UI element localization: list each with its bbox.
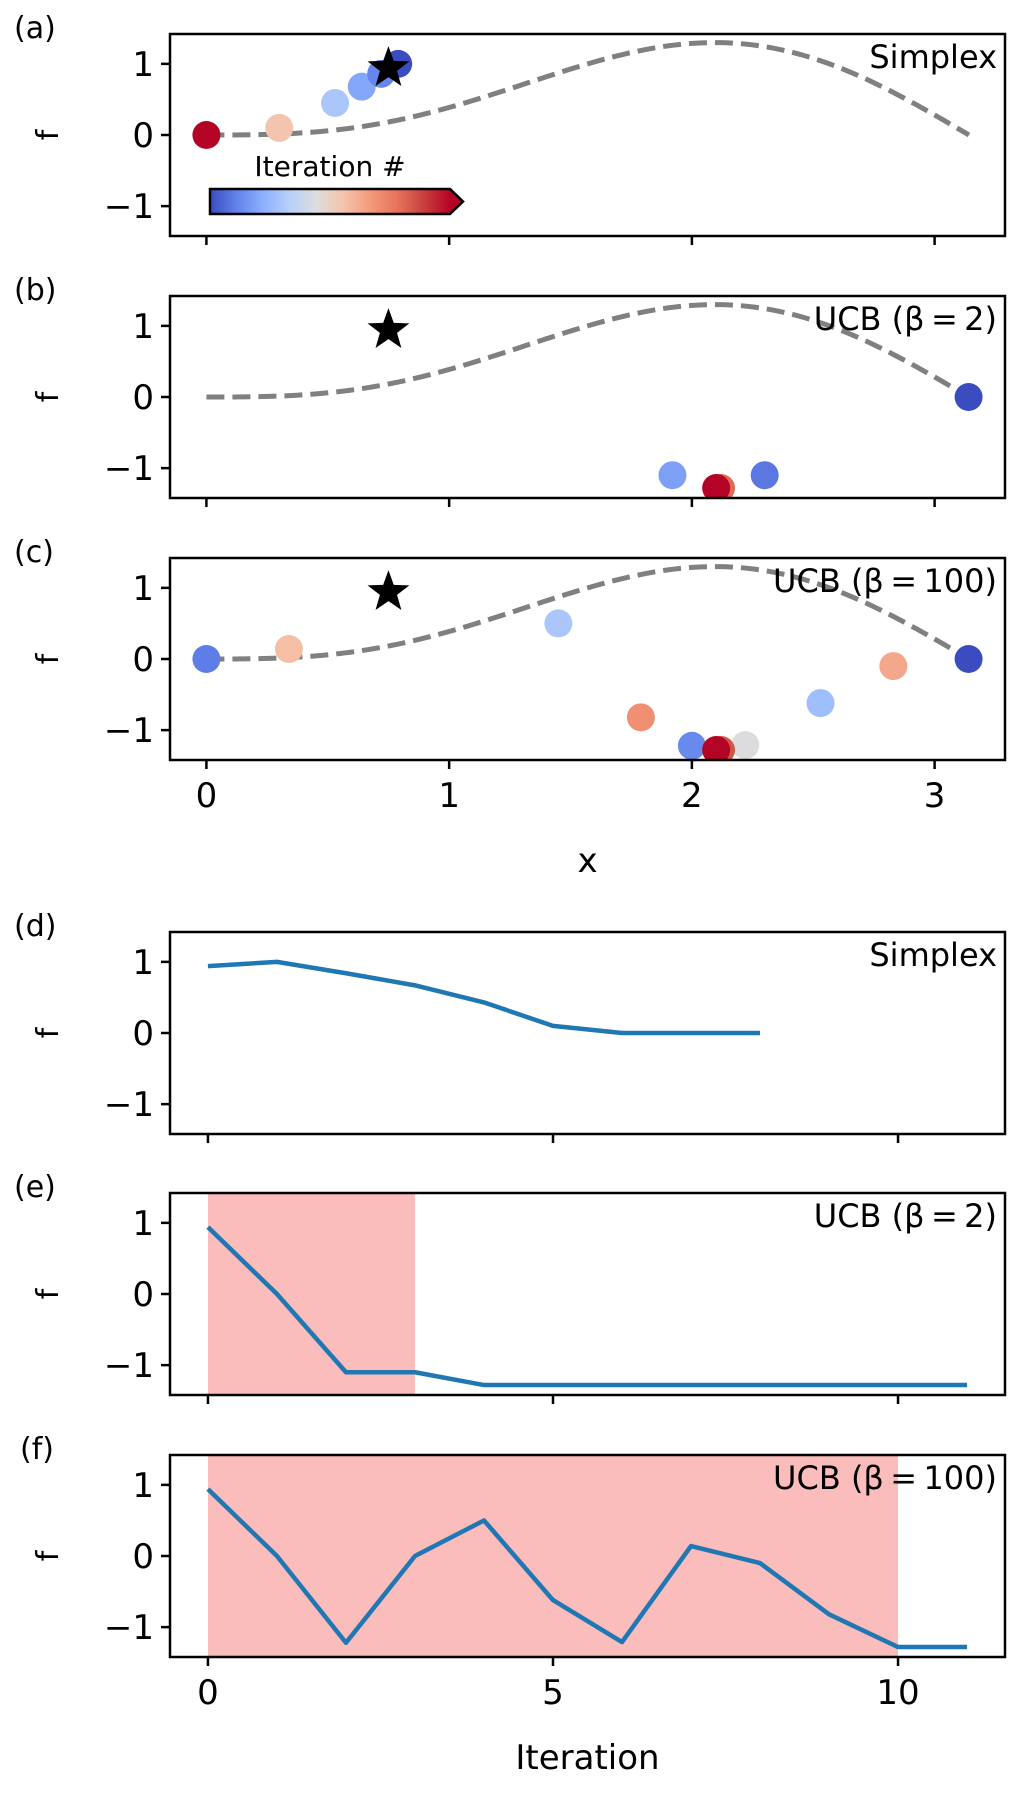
series-line bbox=[206, 1225, 968, 1388]
sample-point bbox=[806, 689, 835, 718]
y-axis-label: f bbox=[31, 390, 66, 402]
sample-point bbox=[954, 383, 983, 411]
sample-point bbox=[658, 461, 687, 490]
panel-a: Iteration # −1 0 1 (a) Simplex f bbox=[14, 11, 1007, 245]
shaded-region bbox=[207, 1455, 899, 1657]
x-tick-label: 10 bbox=[876, 1673, 919, 1713]
sample-point bbox=[731, 731, 760, 760]
panel-label: (c) bbox=[14, 535, 54, 570]
sample-point bbox=[677, 731, 706, 760]
y-axis-label: f bbox=[31, 1549, 66, 1561]
y-axis-label: f bbox=[31, 652, 66, 664]
panel-c: −1 0 1 0 1 2 3 (c) UCB (β = 100) f x bbox=[14, 535, 1007, 881]
y-tick-label: 1 bbox=[132, 45, 154, 85]
y-tick-label: −1 bbox=[104, 1085, 154, 1125]
x-tick-label: 0 bbox=[196, 776, 218, 816]
sample-point bbox=[274, 635, 303, 664]
panel-label: (b) bbox=[14, 273, 56, 308]
sample-point bbox=[626, 703, 655, 732]
shaded-region bbox=[207, 1193, 415, 1395]
plot-area bbox=[206, 302, 983, 498]
y-tick-label: 1 bbox=[132, 1204, 154, 1244]
series-line bbox=[206, 1487, 968, 1650]
sample-point bbox=[879, 652, 908, 681]
optimum-star bbox=[367, 46, 410, 86]
optimum-star bbox=[367, 570, 410, 610]
panel-d: −1 0 1 (d) Simplex f bbox=[14, 909, 1007, 1143]
sample-point bbox=[954, 645, 983, 673]
sample-point bbox=[544, 609, 573, 638]
method-label: UCB (β = 100) bbox=[773, 562, 997, 600]
y-tick-label: 0 bbox=[132, 1014, 154, 1054]
panel-label: (a) bbox=[14, 11, 56, 46]
panel-label: (e) bbox=[14, 1170, 56, 1205]
x-tick-label: 5 bbox=[542, 1673, 564, 1713]
sample-point bbox=[265, 113, 294, 142]
colorbar-title: Iteration # bbox=[254, 150, 405, 183]
panel-label: (d) bbox=[14, 909, 56, 944]
method-label: UCB (β = 2) bbox=[814, 300, 997, 338]
panel-b: −1 0 1 (b) UCB (β = 2) f bbox=[14, 273, 1007, 507]
x-axis-label: x bbox=[577, 841, 597, 881]
y-tick-label: −1 bbox=[104, 1608, 154, 1648]
sample-point bbox=[192, 645, 221, 673]
x-tick-label: 3 bbox=[924, 776, 946, 816]
sample-point bbox=[750, 461, 779, 490]
colorbar-extend-arrow bbox=[450, 189, 463, 214]
x-axis-label: Iteration bbox=[515, 1738, 659, 1778]
method-label: Simplex bbox=[869, 936, 997, 974]
y-tick-label: 0 bbox=[132, 116, 154, 156]
y-tick-label: −1 bbox=[104, 449, 154, 489]
objective-curve bbox=[206, 302, 971, 400]
sample-point bbox=[192, 121, 221, 149]
method-label: Simplex bbox=[869, 38, 997, 76]
y-tick-label: 1 bbox=[132, 943, 154, 983]
y-tick-label: −1 bbox=[104, 711, 154, 751]
panel-label: (f) bbox=[20, 1432, 54, 1467]
sample-point bbox=[702, 474, 731, 498]
colorbar-outline bbox=[208, 187, 465, 216]
y-tick-label: 0 bbox=[132, 1275, 154, 1315]
sample-point bbox=[702, 736, 731, 760]
y-tick-label: 0 bbox=[132, 378, 154, 418]
panel-e: −1 0 1 (e) UCB (β = 2) f bbox=[14, 1170, 1007, 1404]
plot-area bbox=[206, 1455, 968, 1657]
method-label: UCB (β = 2) bbox=[814, 1197, 997, 1235]
plot-area bbox=[207, 959, 761, 1036]
y-tick-label: 1 bbox=[132, 569, 154, 609]
y-tick-label: 0 bbox=[132, 640, 154, 680]
plot-area bbox=[206, 1193, 968, 1395]
method-label: UCB (β = 100) bbox=[773, 1459, 997, 1497]
x-tick-label: 0 bbox=[197, 1673, 219, 1713]
y-tick-label: −1 bbox=[104, 1346, 154, 1386]
y-axis-label: f bbox=[31, 1026, 66, 1038]
y-tick-label: 0 bbox=[132, 1537, 154, 1577]
y-tick-label: 1 bbox=[132, 1466, 154, 1506]
sample-point bbox=[321, 88, 350, 117]
colorbar bbox=[210, 189, 450, 214]
x-tick-label: 1 bbox=[438, 776, 460, 816]
series-line bbox=[207, 959, 761, 1036]
plot-area bbox=[192, 564, 983, 760]
x-tick-label: 2 bbox=[681, 776, 703, 816]
y-axis-label: f bbox=[31, 128, 66, 140]
y-tick-label: −1 bbox=[104, 187, 154, 227]
y-tick-label: 1 bbox=[132, 307, 154, 347]
y-axis-label: f bbox=[31, 1287, 66, 1299]
objective-curve bbox=[206, 564, 971, 662]
plot-area bbox=[192, 40, 971, 149]
objective-curve bbox=[206, 40, 971, 138]
optimum-star bbox=[367, 308, 410, 348]
